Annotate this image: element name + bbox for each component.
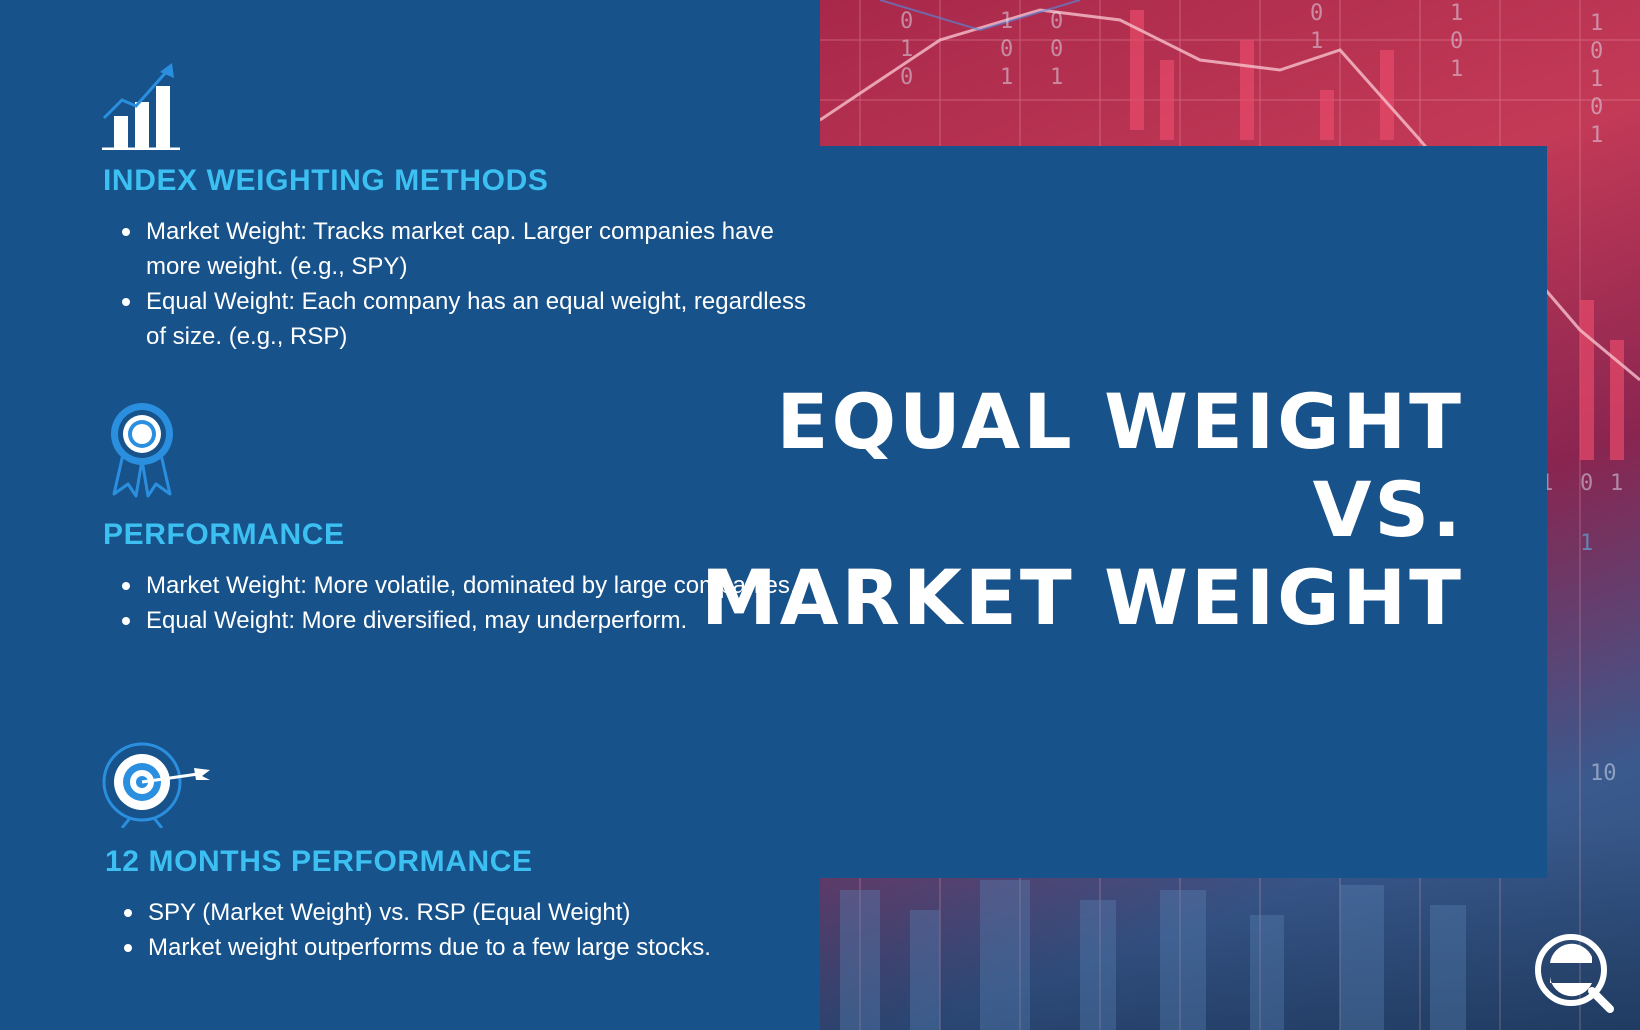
svg-text:1: 1 — [1450, 57, 1463, 82]
title-line-2: vs. — [1312, 465, 1464, 554]
target-arrow-icon — [102, 742, 212, 833]
svg-text:0: 0 — [1050, 9, 1063, 34]
svg-text:0: 0 — [900, 9, 913, 34]
svg-text:0: 0 — [1580, 471, 1593, 496]
bullet-list: Market Weight: Tracks market cap. Larger… — [104, 214, 806, 354]
svg-text:0: 0 — [1000, 37, 1013, 62]
section-heading: INDEX WEIGHTING METHODS — [103, 164, 549, 197]
award-ribbon-icon — [106, 402, 178, 503]
list-item: Equal Weight: More diversified, may unde… — [122, 603, 806, 638]
svg-text:0: 0 — [1050, 37, 1063, 62]
svg-text:0: 0 — [900, 65, 913, 90]
svg-text:1: 1 — [1580, 531, 1593, 556]
svg-text:1: 1 — [1610, 471, 1623, 496]
list-item: Equal Weight: Each company has an equal … — [122, 284, 806, 354]
page-title: Equal Weight vs. Market Weight — [664, 378, 1464, 642]
svg-text:0: 0 — [1310, 1, 1323, 26]
svg-text:1: 1 — [1050, 65, 1063, 90]
bar-chart-growth-icon — [102, 60, 182, 155]
list-item: Market Weight: More volatile, dominated … — [122, 568, 806, 603]
svg-text:1: 1 — [1000, 9, 1013, 34]
svg-text:10: 10 — [1590, 761, 1617, 786]
title-panel — [820, 146, 1547, 878]
svg-text:0: 0 — [1590, 39, 1603, 64]
brand-logo-icon — [1534, 933, 1616, 1020]
list-item: SPY (Market Weight) vs. RSP (Equal Weigh… — [124, 895, 838, 930]
title-line-1: Equal Weight — [776, 377, 1464, 466]
svg-text:1: 1 — [1450, 1, 1463, 26]
svg-text:1: 1 — [1000, 65, 1013, 90]
title-line-3: Market Weight — [701, 553, 1464, 642]
svg-text:1: 1 — [1590, 67, 1603, 92]
bullet-list: SPY (Market Weight) vs. RSP (Equal Weigh… — [106, 895, 838, 965]
list-item: Market weight outperforms due to a few l… — [124, 930, 838, 965]
svg-text:1: 1 — [1590, 123, 1603, 148]
svg-text:1: 1 — [900, 37, 913, 62]
svg-text:1: 1 — [1310, 29, 1323, 54]
section-heading: 12 MONTHS PERFORMANCE — [105, 845, 533, 878]
svg-text:1: 1 — [1590, 11, 1603, 36]
section-heading: PERFORMANCE — [103, 518, 345, 551]
bullet-list: Market Weight: More volatile, dominated … — [104, 568, 806, 638]
svg-text:0: 0 — [1590, 95, 1603, 120]
svg-text:0: 0 — [1450, 29, 1463, 54]
info-column: INDEX WEIGHTING METHODS Market Weight: T… — [102, 60, 806, 961]
list-item: Market Weight: Tracks market cap. Larger… — [122, 214, 806, 284]
